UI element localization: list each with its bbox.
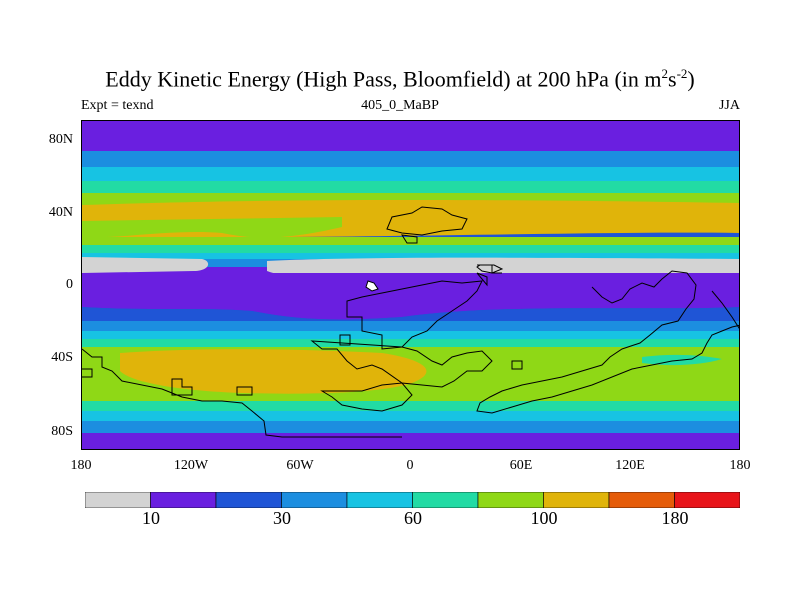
land-europe (386, 206, 468, 236)
land-asia-australia (476, 270, 739, 414)
colorbar-swatch (477, 492, 544, 508)
lat-tick-80n: 80N (48, 132, 73, 147)
band-n-3 (82, 181, 739, 193)
band-antarctic (82, 433, 739, 449)
band-eq-1 (82, 273, 739, 279)
experiment-label: Expt = texnd (81, 98, 154, 113)
lon-tick-60w: 60W (286, 458, 314, 473)
lat-tick-0: 0 (66, 277, 73, 292)
map-title: Eddy Kinetic Energy (High Pass, Bloomfie… (105, 66, 695, 92)
colorbar-label: 180 (661, 508, 689, 528)
band-s-7 (82, 411, 739, 421)
band-n-6 (82, 245, 739, 253)
band-s-3 (82, 331, 739, 339)
run-label: 405_0_MaBP (361, 98, 439, 113)
colorbar-label: 60 (404, 508, 422, 528)
colorbar-swatch (150, 492, 217, 508)
band-n-jet-edge (82, 217, 342, 238)
lat-tick-80s: 80S (51, 424, 73, 439)
land-africa-south (310, 340, 493, 388)
colorbar-swatch (85, 492, 151, 508)
land-pacific-east (711, 290, 739, 329)
band-n-5 (82, 237, 739, 245)
lat-tick-40n: 40N (48, 205, 73, 220)
colorbar-swatch (215, 492, 282, 508)
land-island-2 (236, 386, 253, 396)
colorbar-swatch (674, 492, 740, 508)
lon-tick-60e: 60E (509, 458, 533, 473)
band-s-1 (82, 307, 739, 321)
lon-tick-120w: 120W (173, 458, 209, 473)
land-island-1 (171, 378, 193, 396)
colorbar-swatch (281, 492, 348, 508)
band-s-2 (82, 321, 739, 331)
land-antarctic-coast (82, 348, 402, 438)
lon-tick-180e: 180 (729, 458, 751, 473)
colorbar (85, 492, 740, 508)
land-africa-north (346, 280, 483, 350)
colorbar-label: 10 (142, 508, 160, 528)
colorbar-swatch (543, 492, 610, 508)
land-island-4 (511, 360, 523, 370)
band-n-7 (82, 253, 739, 259)
land-europe-2 (401, 234, 418, 244)
land-lake (365, 280, 379, 292)
land-outlines (82, 206, 739, 438)
band-n-2 (82, 167, 739, 181)
lat-tick-40s: 40S (51, 350, 73, 365)
lon-tick-180w: 180 (70, 458, 92, 473)
colorbar-swatch (346, 492, 413, 508)
land-island-3 (82, 368, 93, 378)
colorbar-swatch (608, 492, 675, 508)
land-island-5 (339, 334, 351, 346)
colorbar-swatch (412, 492, 479, 508)
band-s-jet (120, 349, 427, 394)
grey-west (82, 257, 209, 273)
band-eq-2 (82, 279, 739, 320)
band-arctic (82, 121, 739, 151)
contour-field (82, 121, 739, 449)
land-india (476, 272, 488, 287)
land-south-america (320, 382, 413, 412)
band-n-1 (82, 151, 739, 167)
band-s-6 (82, 401, 739, 411)
season-label: JJA (718, 98, 740, 113)
land-arabia-2 (477, 264, 502, 274)
lon-tick-120e: 120E (615, 458, 645, 473)
colorbar-label: 100 (530, 508, 558, 528)
band-s-4 (82, 339, 739, 347)
band-s-8 (82, 421, 739, 433)
colorbar-label: 30 (273, 508, 291, 528)
map-plot-area (81, 120, 740, 450)
lon-tick-0: 0 (406, 458, 414, 473)
